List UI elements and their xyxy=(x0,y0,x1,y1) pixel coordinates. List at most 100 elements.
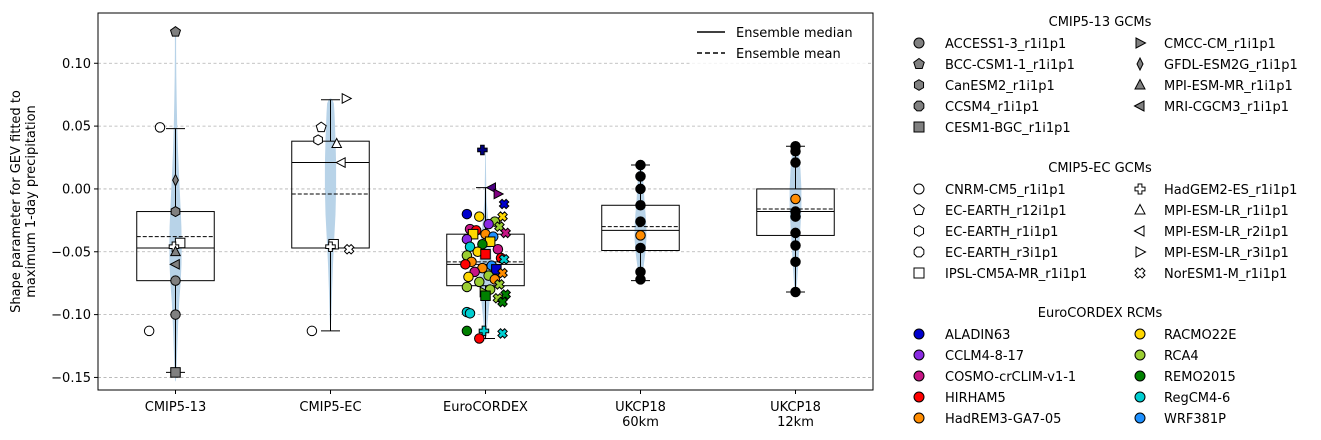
data-point-1-4 xyxy=(335,156,346,169)
legend-label-2-0-0: ALADIN63 xyxy=(945,328,1010,343)
legend-label-0-1-2: MPI-ESM-MR_r1i1p1 xyxy=(1164,79,1293,94)
data-point-2-36 xyxy=(474,276,485,288)
data-point-2-49 xyxy=(497,328,508,339)
data-point-3-2 xyxy=(635,183,646,195)
line-legend: Ensemble median Ensemble mean xyxy=(690,18,868,64)
data-point-2-32 xyxy=(497,267,508,279)
data-point-4-5 xyxy=(790,211,801,222)
legend-label-2-1-3: RegCM4-6 xyxy=(1164,391,1230,406)
y-axis-label-line-0: Shape parameter for GEV fitted to xyxy=(9,90,24,313)
line-legend-frame xyxy=(690,18,868,64)
data-point-2-12-shape xyxy=(500,227,512,239)
data-point-2-48 xyxy=(478,325,490,337)
data-point-3-3 xyxy=(635,200,646,211)
violin-1 xyxy=(324,98,337,331)
legend-marker-1-1-2 xyxy=(1133,225,1145,237)
data-points xyxy=(143,26,801,378)
legend-label-2-0-3: HIRHAM5 xyxy=(945,391,1006,406)
legend-marker-2-1-3 xyxy=(1134,391,1146,403)
y-axis-label-line-1: maximum 1-day precipitation xyxy=(24,105,39,298)
legend-marker-1-0-2 xyxy=(913,225,925,237)
xtick-label-1-0: CMIP5-EC xyxy=(299,400,361,415)
legend-label-1-0-3: EC-EARTH_r3i1p1 xyxy=(945,246,1058,261)
data-point-2-4 xyxy=(461,208,473,220)
legend-label-0-1-0: CMCC-CM_r1i1p1 xyxy=(1164,37,1276,52)
line-legend-label-0: Ensemble median xyxy=(736,26,853,41)
legend-marker-0-0-1 xyxy=(913,57,925,69)
legend-marker-0-0-4 xyxy=(913,121,925,133)
legend-marker-1-1-3 xyxy=(1135,246,1147,258)
data-point-0-3 xyxy=(170,205,181,218)
data-point-2-0 xyxy=(477,144,488,156)
data-point-0-0 xyxy=(169,26,182,37)
legend-label-1-1-4: NorESM1-M_r1i1p1 xyxy=(1164,267,1287,282)
data-point-0-8 xyxy=(170,275,181,286)
data-point-3-6 xyxy=(635,242,646,254)
legend-label-1-1-2: MPI-ESM-LR_r2i1p1 xyxy=(1164,225,1289,240)
legend-marker-2-0-0 xyxy=(913,328,925,340)
data-point-2-46 xyxy=(464,308,476,319)
data-point-2-37 xyxy=(494,279,505,290)
data-point-2-20 xyxy=(492,244,504,255)
data-point-2-34 xyxy=(463,271,474,283)
legend-label-2-0-4: HadREM3-GA7-05 xyxy=(945,412,1061,427)
data-point-0-6 xyxy=(169,245,182,257)
data-point-0-1 xyxy=(154,122,166,133)
data-point-2-18 xyxy=(477,238,488,250)
data-point-2-49-shape xyxy=(497,328,508,339)
xtick-label-0-0: CMIP5-13 xyxy=(145,400,206,415)
data-point-4-2 xyxy=(790,157,801,168)
legend-label-2-1-2: REMO2015 xyxy=(1164,370,1236,385)
data-point-1-0 xyxy=(341,92,353,105)
data-point-1-8 xyxy=(306,325,318,337)
legend-marker-2-0-1 xyxy=(913,349,925,361)
xtick-label-4-1: 12km xyxy=(777,415,814,430)
data-point-4-1 xyxy=(790,145,801,157)
data-point-1-7-shape xyxy=(343,243,355,255)
data-point-1-1 xyxy=(315,121,327,133)
legend-label-1-0-4: IPSL-CM5A-MR_r1i1p1 xyxy=(945,267,1087,282)
data-point-1-6 xyxy=(325,241,336,252)
legend-marker-2-1-4 xyxy=(1134,412,1146,424)
legend-label-1-1-3: MPI-ESM-LR_r3i1p1 xyxy=(1164,246,1289,261)
y-axis-label: Shape parameter for GEV fitted tomaximum… xyxy=(9,90,39,313)
legend-marker-2-1-0 xyxy=(1134,328,1146,340)
data-point-4-6 xyxy=(790,227,801,239)
data-point-2-42 xyxy=(480,290,491,301)
data-point-2-37-shape xyxy=(494,279,505,290)
data-point-4-8 xyxy=(790,256,801,268)
legend-section-title-1: CMIP5-EC GCMs xyxy=(1048,161,1152,176)
legend-marker-1-0-0 xyxy=(913,183,925,195)
data-point-1-7 xyxy=(343,243,355,255)
legend-marker-1-1-1 xyxy=(1134,203,1146,215)
legend-marker-1-1-4-shape xyxy=(1134,267,1146,279)
data-point-4-7 xyxy=(790,240,801,251)
ytick-label-1: −0.10 xyxy=(51,308,91,323)
data-point-2-9-shape xyxy=(494,221,505,233)
legend-label-0-1-1: GFDL-ESM2G_r1i1p1 xyxy=(1164,58,1298,73)
data-point-2-25 xyxy=(498,253,510,265)
data-point-1-3 xyxy=(331,137,343,148)
data-point-2-6 xyxy=(497,211,508,222)
legend-marker-0-1-2 xyxy=(1134,78,1146,90)
xtick-label-4-0: UKCP18 xyxy=(770,400,821,415)
data-point-2-27 xyxy=(460,259,471,270)
legend-label-0-0-4: CESM1-BGC_r1i1p1 xyxy=(945,121,1071,136)
legend-marker-2-0-3 xyxy=(913,391,925,403)
legend-label-0-0-3: CCSM4_r1i1p1 xyxy=(945,100,1039,115)
data-point-2-5 xyxy=(474,211,485,222)
data-point-4-3 xyxy=(790,193,801,205)
legend-marker-0-0-3 xyxy=(913,100,925,112)
legend-marker-0-1-3 xyxy=(1133,100,1145,112)
xtick-label-2-0: EuroCORDEX xyxy=(443,400,528,415)
legend-label-2-1-1: RCA4 xyxy=(1164,349,1199,364)
data-point-2-3-shape xyxy=(498,198,510,210)
data-point-2-44 xyxy=(497,296,508,308)
legend-label-1-0-2: EC-EARTH_r1i1p1 xyxy=(945,225,1058,240)
xtick-label-3-1: 60km xyxy=(622,415,659,430)
data-point-3-4 xyxy=(635,216,646,227)
legend-label-1-0-0: CNRM-CM5_r1i1p1 xyxy=(945,183,1066,198)
ytick-label-3: 0.00 xyxy=(62,182,91,197)
data-point-2-22 xyxy=(480,249,491,260)
